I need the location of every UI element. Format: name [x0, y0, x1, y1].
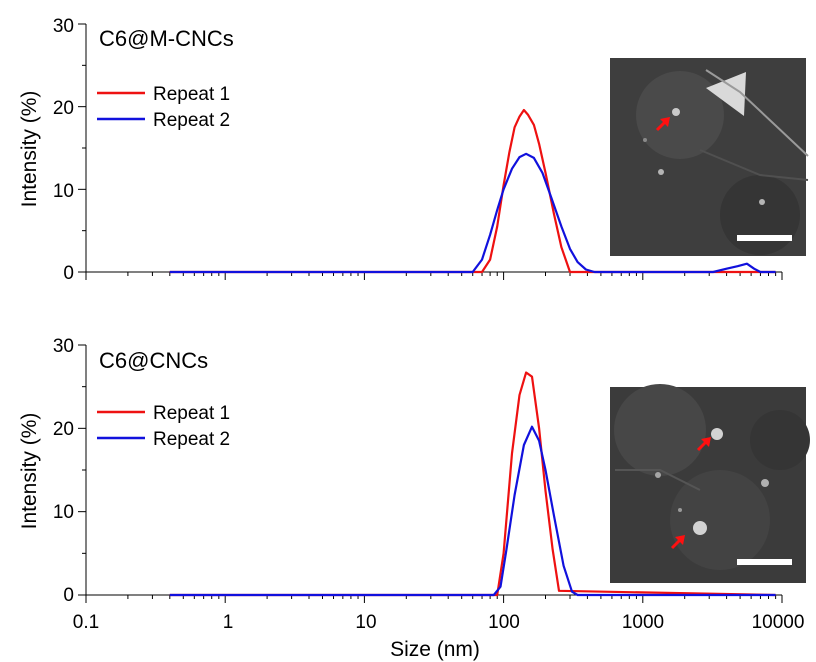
x-tick-label: 1000	[622, 612, 664, 633]
y-axis-title: Intensity (%)	[18, 413, 41, 530]
y-tick-label: 10	[53, 502, 74, 523]
x-axis-title: Size (nm)	[390, 638, 480, 661]
top-panel: Intensity (%) 0 10 20 30 C6@M-CNCs Repea…	[18, 16, 809, 284]
legend-label-repeat-2: Repeat 2	[153, 429, 230, 450]
y-axis-title: Intensity (%)	[18, 91, 41, 208]
y-tick-label: 30	[53, 336, 74, 357]
bottom-panel: Intensity (%) 0 10 20 30 C6@CNCs Repeat …	[18, 336, 810, 661]
y-tick-label: 10	[53, 181, 74, 202]
x-tick-label: 10000	[752, 612, 805, 633]
legend: Repeat 1 Repeat 2	[97, 403, 230, 450]
x-axis-top-panel	[85, 271, 783, 280]
y-tick-label: 30	[53, 16, 74, 37]
panel-title: C6@M-CNCs	[99, 26, 234, 51]
x-axis-bottom-panel: 0.1 1 10 100 1000 10000 Size (nm)	[73, 594, 805, 661]
sem-inset	[610, 384, 810, 583]
series-line-repeat-2	[169, 152, 776, 274]
legend: Repeat 1 Repeat 2	[97, 84, 230, 131]
x-tick-label: 10	[355, 612, 376, 633]
x-tick-label: 100	[488, 612, 520, 633]
legend-label-repeat-2: Repeat 2	[153, 110, 230, 131]
series-line-repeat-1	[169, 371, 776, 597]
legend-label-repeat-1: Repeat 1	[153, 403, 230, 424]
y-tick-label: 0	[63, 263, 74, 284]
y-tick-label: 0	[63, 585, 74, 606]
panel-title: C6@CNCs	[99, 348, 208, 373]
series-line-repeat-1	[169, 108, 776, 274]
legend-label-repeat-1: Repeat 1	[153, 84, 230, 105]
x-tick-label: 0.1	[73, 612, 99, 633]
sem-inset	[610, 58, 809, 256]
series-line-repeat-2	[169, 425, 776, 597]
x-tick-label: 1	[223, 612, 234, 633]
y-tick-label: 20	[53, 419, 74, 440]
y-tick-label: 20	[53, 98, 74, 119]
